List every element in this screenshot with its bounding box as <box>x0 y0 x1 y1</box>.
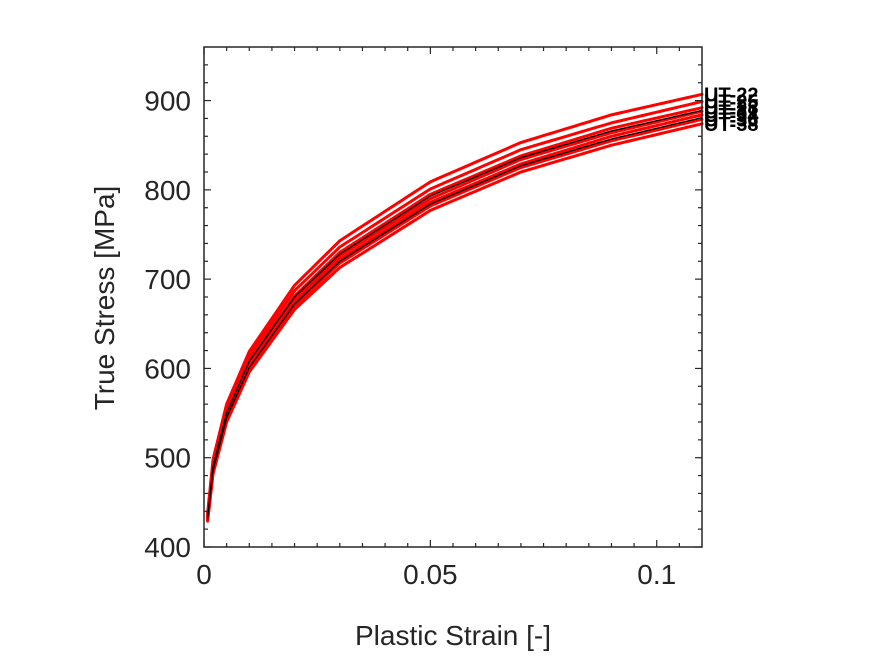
series-layer <box>206 92 704 523</box>
series-end-label: UT-28 <box>704 98 758 120</box>
series-line-7 <box>206 122 704 523</box>
tick-layer: 0 0.05 0.1 400 500 600 700 800 900 <box>144 47 702 590</box>
series-end-label: UT-36 <box>704 109 758 131</box>
series-end-label: UT-38 <box>704 114 758 136</box>
y-tick-label: 500 <box>144 443 191 474</box>
series-end-label: UT-31 <box>704 101 758 123</box>
x-tick-label: 0 <box>196 559 212 590</box>
y-tick-label: 400 <box>144 532 191 563</box>
x-tick-label: 0.05 <box>403 559 458 590</box>
y-tick-label: 600 <box>144 353 191 384</box>
series-end-label: UT-25 <box>704 91 758 113</box>
series-end-label: UT-34 <box>704 105 759 127</box>
series-line-8 <box>206 109 703 519</box>
x-tick-label: 0.1 <box>637 559 676 590</box>
y-tick-label: 900 <box>144 86 191 117</box>
x-axis-label: Plastic Strain [-] <box>355 620 551 651</box>
series-line-9 <box>206 116 703 520</box>
plot-area <box>204 47 702 547</box>
y-axis-label: True Stress [MPa] <box>89 186 120 411</box>
series-end-label: UT-22 <box>704 84 758 106</box>
y-tick-label: 700 <box>144 264 191 295</box>
y-tick-label: 800 <box>144 175 191 206</box>
